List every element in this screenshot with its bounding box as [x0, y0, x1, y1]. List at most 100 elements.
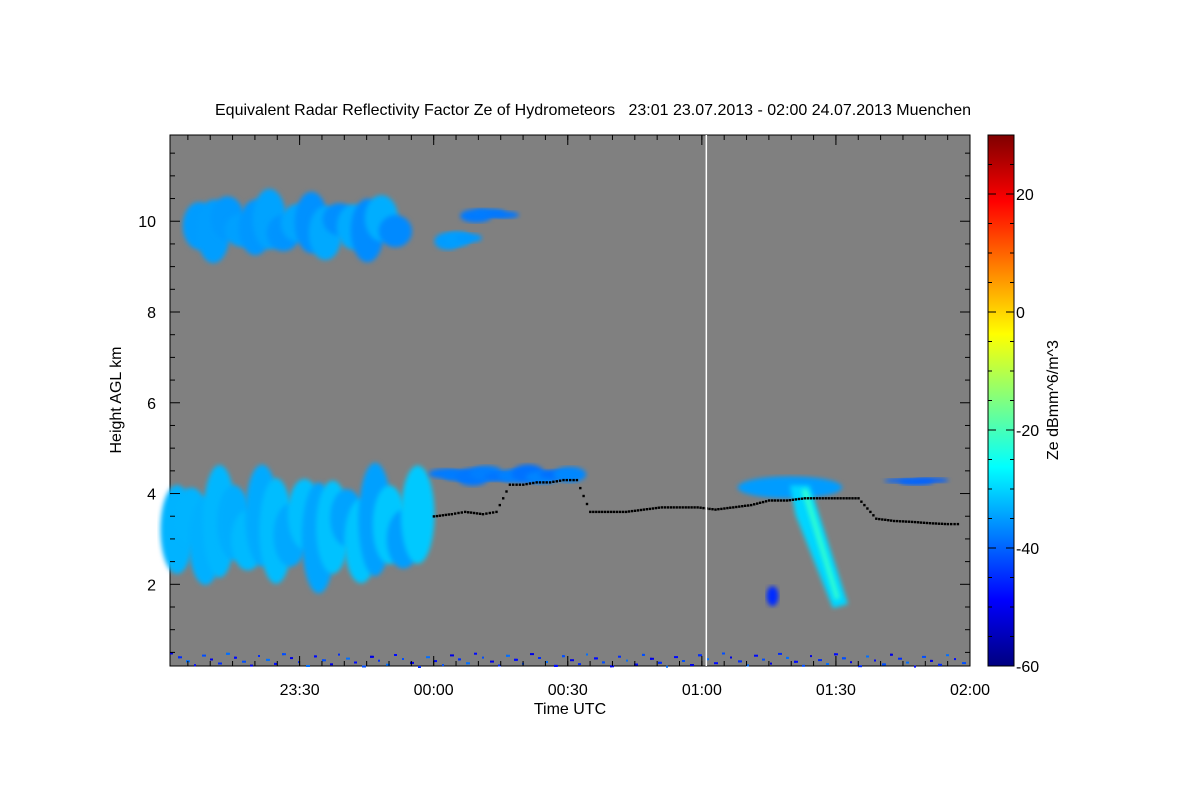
- cloud-base-point: [756, 502, 759, 505]
- clutter-pixel: [442, 664, 444, 667]
- cloud-blob: [378, 215, 412, 248]
- cloud-base-point: [532, 481, 535, 485]
- cloud-base-point: [669, 506, 672, 509]
- cloud-base-point: [794, 498, 798, 501]
- cloud-base-point: [953, 522, 956, 526]
- cloud-base-point: [776, 499, 780, 502]
- clutter-pixel: [362, 665, 364, 668]
- clutter-pixel: [546, 661, 548, 663]
- cloud-base-point: [675, 506, 678, 509]
- cloud-fragment: [766, 586, 779, 607]
- reflectivity-echoes: [160, 188, 966, 668]
- cloud-base-point: [548, 481, 552, 484]
- cloud-base-point: [839, 497, 842, 500]
- cloud-base-point: [937, 522, 941, 525]
- y-tick-label: 8: [147, 305, 156, 322]
- cloud-base-point: [779, 499, 783, 502]
- cloud-base-point: [946, 522, 950, 526]
- clutter-pixel: [386, 663, 390, 666]
- cloud-base-point: [481, 513, 485, 516]
- cloud-base-point: [575, 478, 579, 482]
- cloud-base-point: [495, 510, 498, 514]
- cloud-base-point: [910, 520, 914, 524]
- clutter-pixel: [610, 665, 612, 668]
- clutter-pixel: [730, 656, 732, 659]
- clutter-pixel: [322, 659, 324, 662]
- cloud-base-point: [950, 522, 953, 526]
- cloud-base-point: [803, 497, 806, 500]
- cloud-base-point: [830, 497, 833, 500]
- cloud-region: [737, 476, 848, 609]
- cloud-base-point: [666, 506, 669, 509]
- colorbar-tick-label: -20: [1016, 423, 1039, 440]
- clutter-pixel: [338, 653, 340, 656]
- cloud-base-point: [922, 521, 926, 524]
- x-axis: 23:30 00:00 00:30 01:00 01:30 02:00: [187, 135, 990, 699]
- clutter-pixel: [842, 657, 846, 660]
- cloud-base-point: [615, 510, 619, 514]
- clutter-pixel: [626, 659, 628, 662]
- clutter-pixel: [314, 655, 317, 658]
- cloud-base-point: [860, 500, 863, 503]
- clutter-pixel: [770, 662, 772, 665]
- cloud-base-point: [598, 510, 601, 514]
- cloud-base-point: [453, 512, 457, 515]
- cloud-base-point: [925, 521, 929, 525]
- cloud-blob: [553, 466, 587, 483]
- cloud-region: [160, 462, 435, 594]
- cloud-base-point: [450, 513, 453, 516]
- cloud-base-point: [806, 497, 809, 500]
- cloud-base-point: [732, 506, 735, 509]
- cloud-base-point: [866, 507, 869, 510]
- cloud-base-point: [558, 479, 562, 482]
- cloud-base-point: [824, 497, 827, 500]
- clutter-pixel: [810, 655, 812, 658]
- cloud-base-point: [663, 506, 666, 509]
- cloud-base-point: [770, 499, 774, 502]
- clutter-pixel: [802, 664, 805, 667]
- cloud-base-point: [624, 510, 628, 514]
- clutter-pixel: [490, 660, 494, 663]
- cloud-base-point: [651, 507, 655, 510]
- cloud-base-point: [916, 521, 920, 524]
- cloud-base-point: [435, 514, 439, 518]
- clutter-pixel: [874, 659, 876, 662]
- clutter-pixel: [778, 652, 782, 655]
- cloud-base-point: [720, 507, 723, 511]
- cloud-base-point: [522, 483, 525, 486]
- clutter-pixel: [482, 656, 484, 659]
- cloud-anvil: [737, 476, 843, 499]
- cloud-base-point: [432, 515, 436, 518]
- clutter-pixel: [794, 660, 796, 663]
- clutter-pixel: [682, 660, 685, 662]
- clutter-pixel: [506, 654, 508, 657]
- cloud-blob: [486, 211, 520, 219]
- cloud-base-point: [764, 500, 768, 503]
- cloud-base-point: [693, 506, 696, 509]
- cloud-base-point: [744, 504, 747, 507]
- cloud-base-point: [508, 483, 512, 486]
- cloud-base-point: [690, 506, 693, 509]
- cloud-base-point: [505, 490, 508, 493]
- cloud-base-point: [612, 510, 616, 514]
- cloud-base-point: [672, 506, 675, 509]
- y-tick-label: 10: [138, 214, 156, 231]
- clutter-pixel: [434, 660, 437, 663]
- cloud-base-point: [821, 497, 824, 500]
- cloud-base-point: [845, 497, 848, 500]
- clutter-pixel: [290, 657, 293, 660]
- cloud-base-point: [875, 517, 878, 520]
- cloud-base-point: [863, 503, 866, 507]
- clutter-pixel: [754, 654, 758, 657]
- clutter-pixel: [594, 657, 598, 660]
- cloud-base-point: [735, 505, 738, 509]
- colorbar-tick-label: -40: [1016, 541, 1039, 558]
- clutter-pixel: [346, 657, 350, 660]
- clutter-pixel: [762, 658, 765, 661]
- cloud-base-point: [857, 497, 860, 500]
- cloud-base-point: [899, 520, 902, 523]
- clutter-pixel: [946, 654, 949, 657]
- cloud-base-point: [773, 499, 777, 502]
- cloud-base-point: [464, 510, 467, 514]
